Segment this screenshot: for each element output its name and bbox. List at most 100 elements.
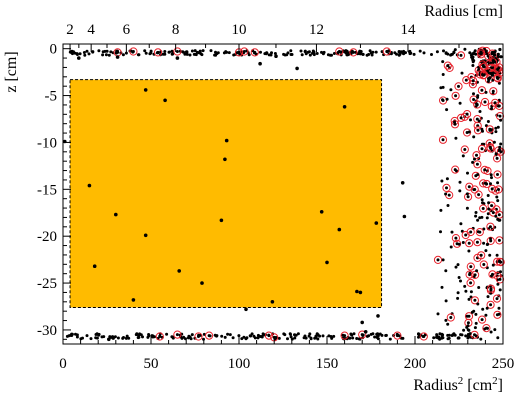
data-point (476, 302, 480, 306)
data-point (493, 53, 497, 57)
data-point (170, 52, 174, 56)
data-point (143, 49, 147, 53)
data-point (70, 50, 74, 55)
highlighted-point-ring (494, 185, 503, 194)
data-point (151, 335, 155, 339)
data-point (242, 50, 246, 53)
data-point (488, 225, 492, 229)
data-point (439, 86, 443, 90)
data-point (107, 53, 111, 57)
data-point (97, 49, 101, 53)
data-point (441, 73, 445, 76)
highlighted-point-ring (465, 182, 474, 191)
highlighted-point-ring (205, 331, 214, 340)
y-tick-label: -5 (45, 89, 58, 105)
highlighted-point-ring (476, 48, 485, 57)
data-point (227, 51, 231, 55)
data-point (491, 89, 495, 93)
data-point (474, 52, 478, 56)
data-point (485, 216, 489, 220)
data-point (368, 49, 372, 53)
top-axis-label: Radius [cm] (424, 3, 503, 20)
data-point (489, 330, 493, 334)
data-point (325, 260, 329, 265)
data-point (220, 334, 224, 338)
data-point (351, 336, 355, 340)
data-point (472, 92, 475, 96)
data-point (296, 332, 300, 336)
data-point (186, 336, 190, 340)
data-point (318, 334, 322, 338)
data-point (223, 335, 227, 339)
data-point (161, 52, 165, 56)
data-point (344, 51, 348, 55)
data-point (463, 284, 467, 288)
data-point (485, 182, 489, 186)
data-point (460, 333, 464, 337)
data-point (445, 177, 449, 181)
data-point (495, 297, 499, 301)
data-point (226, 332, 230, 336)
data-point (444, 318, 448, 322)
data-point (468, 332, 472, 336)
data-point (475, 269, 479, 273)
top-tick-label: 10 (232, 22, 247, 38)
highlighted-point-ring (489, 87, 498, 96)
data-point (270, 51, 273, 55)
highlighted-point-ring (471, 171, 480, 180)
data-point (487, 207, 491, 211)
data-point (465, 206, 469, 210)
highlighted-point-ring (155, 332, 164, 341)
highlighted-point-ring (469, 76, 478, 85)
data-point (464, 78, 468, 82)
data-point (163, 98, 167, 103)
data-point (475, 240, 479, 244)
highlighted-point-ring (393, 331, 402, 340)
data-point (384, 333, 388, 337)
bottom-axis-label: Radius2 [cm2] (413, 375, 503, 394)
data-point (363, 330, 368, 334)
data-point (439, 208, 443, 212)
data-point (499, 270, 502, 274)
highlighted-point-ring (477, 86, 486, 95)
data-point (256, 336, 260, 340)
data-point (474, 321, 478, 325)
data-point (385, 50, 389, 53)
highlighted-point-ring (480, 97, 490, 107)
data-point (289, 335, 293, 339)
data-point (461, 154, 465, 158)
data-point (489, 71, 493, 75)
highlighted-point-ring (358, 330, 367, 339)
data-point (350, 333, 354, 337)
x-tick-label: 0 (59, 356, 67, 372)
data-point (299, 49, 303, 53)
highlighted-point-ring (477, 144, 487, 153)
data-point (489, 182, 492, 186)
data-point (309, 336, 313, 340)
data-point (475, 103, 479, 107)
data-point (470, 310, 474, 314)
data-point (469, 265, 473, 269)
data-point (477, 193, 481, 197)
data-point (473, 326, 477, 330)
highlighted-point-ring (456, 51, 466, 60)
data-point (441, 99, 445, 102)
y-tick-label: -15 (37, 182, 57, 198)
data-point (476, 128, 480, 132)
y-tick-label: -10 (37, 135, 57, 151)
data-point (250, 332, 254, 336)
data-point (445, 97, 449, 101)
data-point (497, 104, 501, 108)
data-point (481, 307, 485, 311)
data-point (289, 332, 292, 336)
data-point (472, 135, 476, 139)
data-point (466, 321, 470, 325)
data-point (483, 100, 487, 104)
highlighted-point-ring (493, 310, 502, 319)
data-point (491, 78, 495, 82)
data-point (469, 53, 473, 57)
data-point (320, 50, 323, 54)
data-point (244, 307, 248, 312)
data-point (435, 50, 439, 54)
